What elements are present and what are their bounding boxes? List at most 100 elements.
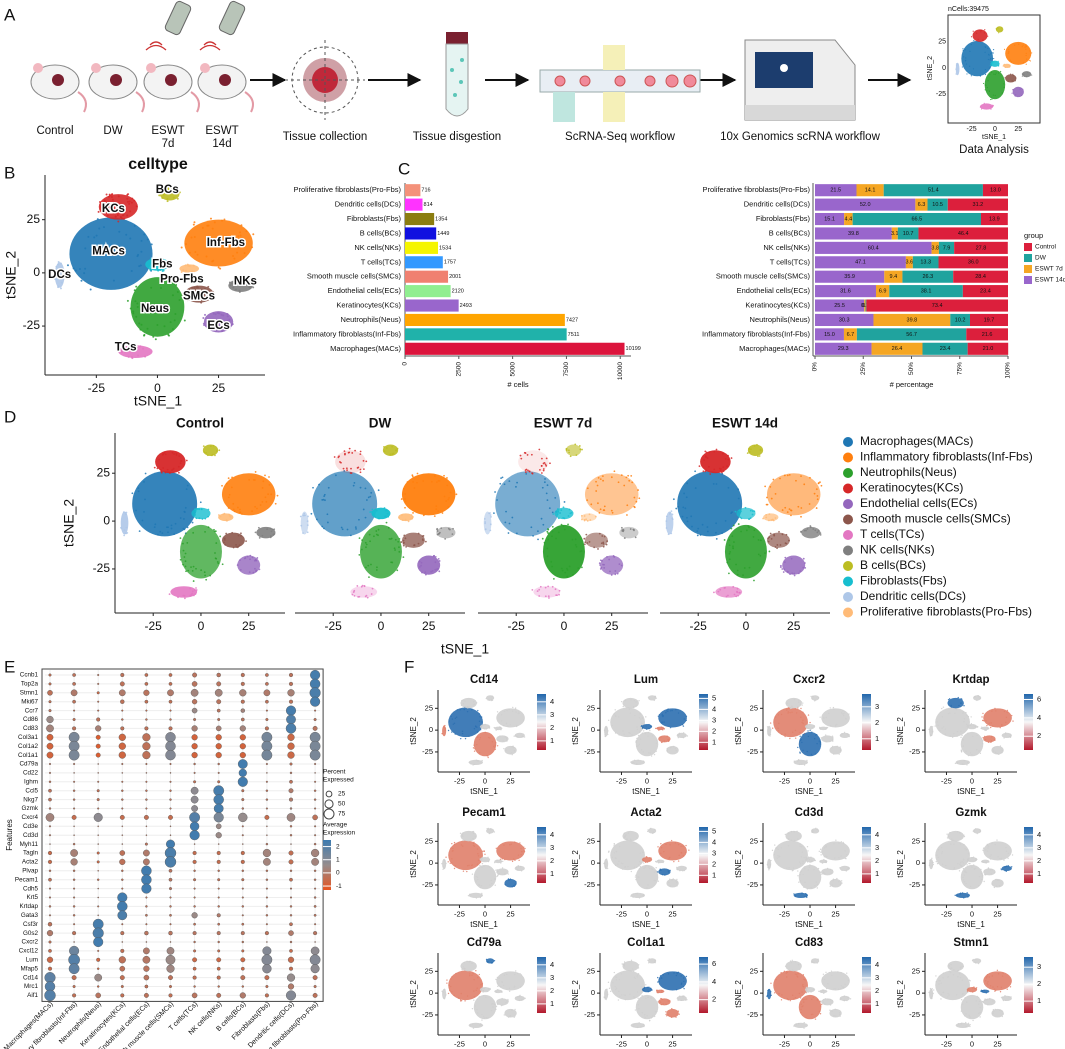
dot [288, 850, 294, 856]
cell-dot [649, 729, 651, 732]
group-label: ESWT [151, 125, 184, 137]
cell-dot [114, 215, 117, 218]
cell-dot [480, 859, 482, 861]
cell-dot [153, 526, 156, 529]
y-tick-label: Ccl5 [25, 787, 38, 794]
cell-dot [586, 499, 589, 502]
dot [238, 812, 248, 823]
cell-dot [645, 716, 647, 718]
cell-dot [207, 515, 210, 518]
cell-dot [191, 286, 194, 289]
cell-dot [169, 472, 171, 474]
cell-dot [162, 452, 165, 455]
cell-dot [551, 511, 554, 514]
dot [314, 709, 317, 712]
cell-dot [638, 876, 640, 878]
legend-title: Average [323, 822, 347, 829]
cell-dot [209, 328, 212, 331]
y-tick-label: Col3a1 [18, 734, 38, 741]
cell-dot [646, 887, 648, 889]
cell-dot [996, 986, 999, 988]
cluster-cloud [473, 731, 497, 757]
cell-dot [459, 999, 462, 1001]
dot [169, 780, 172, 783]
cell-dot [1031, 74, 1033, 76]
dot [168, 726, 173, 731]
cell-dot [385, 509, 388, 512]
y-tick-label: Mfap5 [20, 965, 38, 972]
dot [192, 931, 197, 936]
cell-dot [96, 218, 99, 221]
cell-dot [432, 555, 435, 557]
colorbar-tick-label: 5 [712, 693, 716, 702]
cell-dot [942, 977, 944, 979]
cluster-cloud [766, 532, 790, 548]
cell-dot [653, 871, 656, 873]
dot [313, 842, 317, 846]
cell-dot [1022, 44, 1024, 46]
cell-dot [676, 972, 678, 975]
cell-dot [473, 841, 475, 843]
cell-dot [163, 325, 166, 328]
cell-dot [985, 729, 987, 731]
dot [48, 940, 52, 944]
cell-dot [100, 206, 103, 209]
cell-dot [767, 989, 769, 992]
cell-dot [960, 1010, 963, 1012]
cell-dot [793, 572, 796, 575]
cell-dot [997, 72, 1000, 74]
cell-dot [839, 1015, 841, 1018]
cell-dot [487, 756, 489, 759]
cell-dot [507, 878, 510, 880]
cell-dot [515, 970, 517, 972]
dot [289, 877, 293, 882]
colorbar-tick-label: 1 [875, 869, 879, 878]
dot [72, 914, 76, 917]
cell-dot [599, 478, 602, 481]
cell-dot [646, 861, 649, 863]
dot [191, 681, 198, 687]
cell-dot [975, 987, 978, 989]
cell-dot [497, 736, 500, 738]
cell-dot [394, 549, 396, 551]
cell-dot [248, 478, 251, 481]
cell-dot [661, 873, 664, 876]
y-tick-label: 25 [425, 966, 433, 975]
cell-dot [990, 736, 993, 738]
cell-dot [134, 300, 137, 303]
cell-dot [184, 552, 187, 555]
cell-dot [209, 217, 212, 220]
colorbar [862, 957, 871, 1013]
x-tick-label: -25 [616, 909, 627, 918]
cell-dot [127, 193, 130, 196]
cell-dot [955, 72, 957, 74]
cell-dot [632, 528, 635, 531]
cell-dot [809, 864, 811, 866]
cell-dot [1021, 75, 1024, 77]
dot [310, 696, 321, 707]
cell-dot [230, 486, 233, 489]
cell-dot [764, 552, 766, 555]
cell-dot [671, 517, 674, 520]
cell-dot [1009, 736, 1012, 738]
cell-dot [1024, 45, 1026, 47]
cell-dot [931, 857, 933, 860]
cell-dot [350, 467, 352, 470]
cell-dot [799, 735, 801, 738]
category-label: T cells(TCs) [361, 257, 402, 266]
cell-dot [1028, 59, 1030, 61]
cell-dot [826, 867, 829, 870]
cell-dot [986, 973, 989, 976]
legend-swatch [1024, 254, 1032, 262]
cell-dot [673, 745, 675, 748]
cell-dot [983, 989, 985, 992]
cell-dot [156, 267, 159, 270]
cell-dot [404, 537, 407, 540]
cell-dot [768, 536, 771, 539]
cell-dot [799, 843, 801, 845]
cell-dot [403, 534, 406, 537]
cell-dot [987, 845, 990, 848]
cell-dot [213, 293, 216, 296]
group-label: DW [103, 125, 122, 137]
cell-dot [803, 866, 806, 868]
